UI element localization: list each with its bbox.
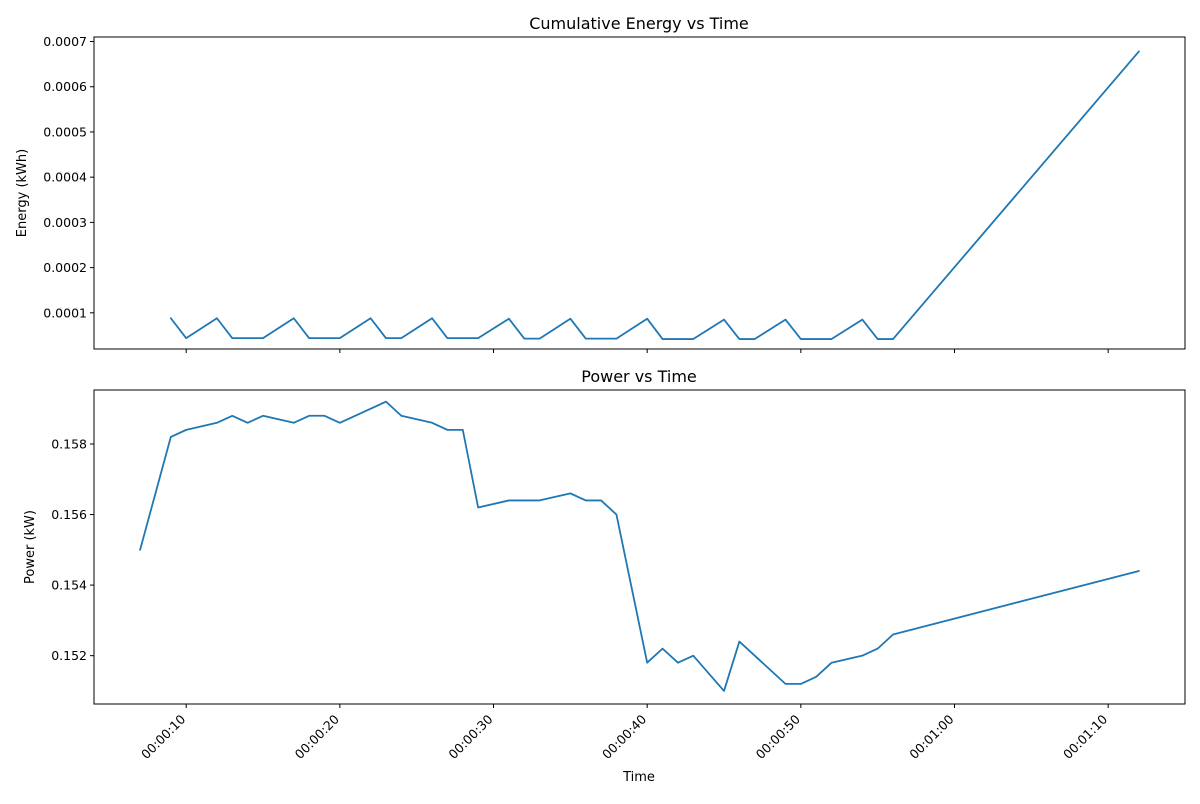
y-tick-label: 0.158: [51, 436, 87, 451]
y-tick-label: 0.0001: [43, 305, 87, 320]
power-y-axis-label: Power (kW): [23, 510, 38, 584]
energy-chart-title: Cumulative Energy vs Time: [529, 14, 749, 33]
y-tick-label: 0.0002: [43, 260, 87, 275]
power-chart-title: Power vs Time: [581, 367, 697, 386]
y-tick-label: 0.0004: [43, 170, 87, 185]
y-tick-label: 0.0007: [43, 34, 87, 49]
y-tick-label: 0.0006: [43, 79, 87, 94]
x-axis-label: Time: [622, 770, 655, 785]
x-tick-label: 00:00:50: [753, 711, 803, 761]
y-tick-label: 0.152: [51, 648, 87, 663]
energy-plot-area: [93, 36, 1186, 350]
energy-series-line: [169, 50, 1140, 340]
power-series-line: [139, 400, 1140, 692]
x-tick-label: 00:01:00: [906, 711, 956, 761]
x-tick-label: 00:01:10: [1060, 711, 1110, 761]
energy-chart-panel: Cumulative Energy vs Time Energy (kWh) 0…: [15, 14, 1186, 353]
x-tick-label: 00:00:10: [138, 711, 188, 761]
y-tick-label: 0.0003: [43, 215, 87, 230]
energy-y-axis-label: Energy (kWh): [15, 149, 30, 237]
y-tick-label: 0.0005: [43, 124, 87, 139]
y-tick-label: 0.156: [51, 507, 87, 522]
x-tick-label: 00:00:30: [445, 711, 495, 761]
power-plot-area: [93, 389, 1186, 705]
power-chart-panel: Power vs Time Power (kW) 0.152 0.154 0.156…: [23, 367, 1186, 785]
x-tick-label: 00:00:40: [599, 711, 649, 761]
x-tick-label: 00:00:20: [292, 711, 342, 761]
y-tick-label: 0.154: [51, 578, 87, 593]
